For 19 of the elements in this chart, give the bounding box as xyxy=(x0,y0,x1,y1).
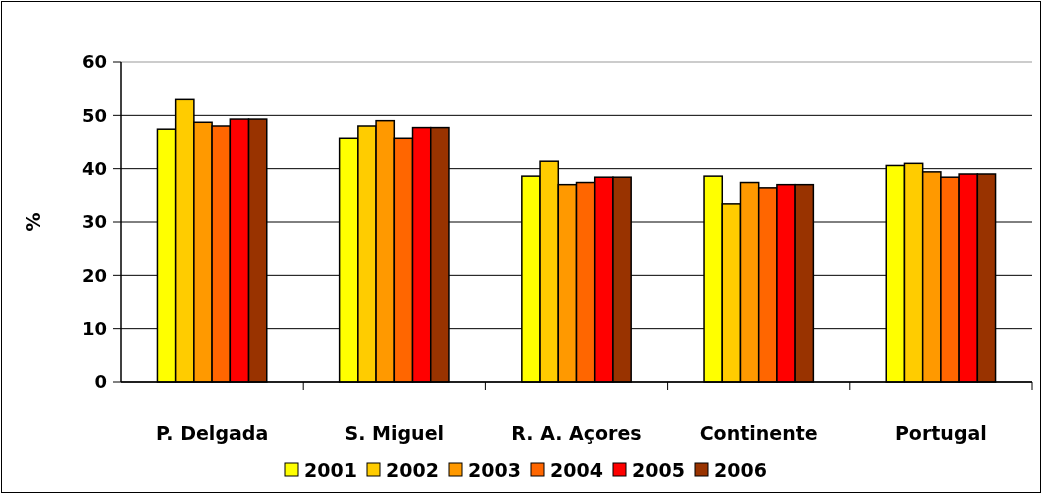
legend-label: 2003 xyxy=(468,458,521,481)
y-tick-label: 10 xyxy=(81,317,107,339)
y-tick-label: 20 xyxy=(81,264,107,286)
y-axis-title: % xyxy=(22,212,44,232)
legend-label: 2006 xyxy=(714,458,767,481)
x-tick-label: S. Miguel xyxy=(344,422,445,444)
legend-label: 2004 xyxy=(550,458,603,481)
x-tick-label: Portugal xyxy=(894,422,987,444)
legend-label: 2001 xyxy=(304,458,357,481)
legend-label: 2005 xyxy=(632,458,685,481)
x-tick-label: P. Delgada xyxy=(155,422,269,444)
legend-label: 2002 xyxy=(386,458,439,481)
y-tick-label: 30 xyxy=(81,211,107,233)
y-tick-label: 60 xyxy=(81,51,107,73)
y-tick-label: 40 xyxy=(81,157,107,179)
y-tick-label: 50 xyxy=(81,104,107,126)
x-tick-label: Continente xyxy=(699,422,818,444)
y-tick-label: 0 xyxy=(94,371,107,393)
x-tick-label: R. A. Açores xyxy=(511,422,642,444)
